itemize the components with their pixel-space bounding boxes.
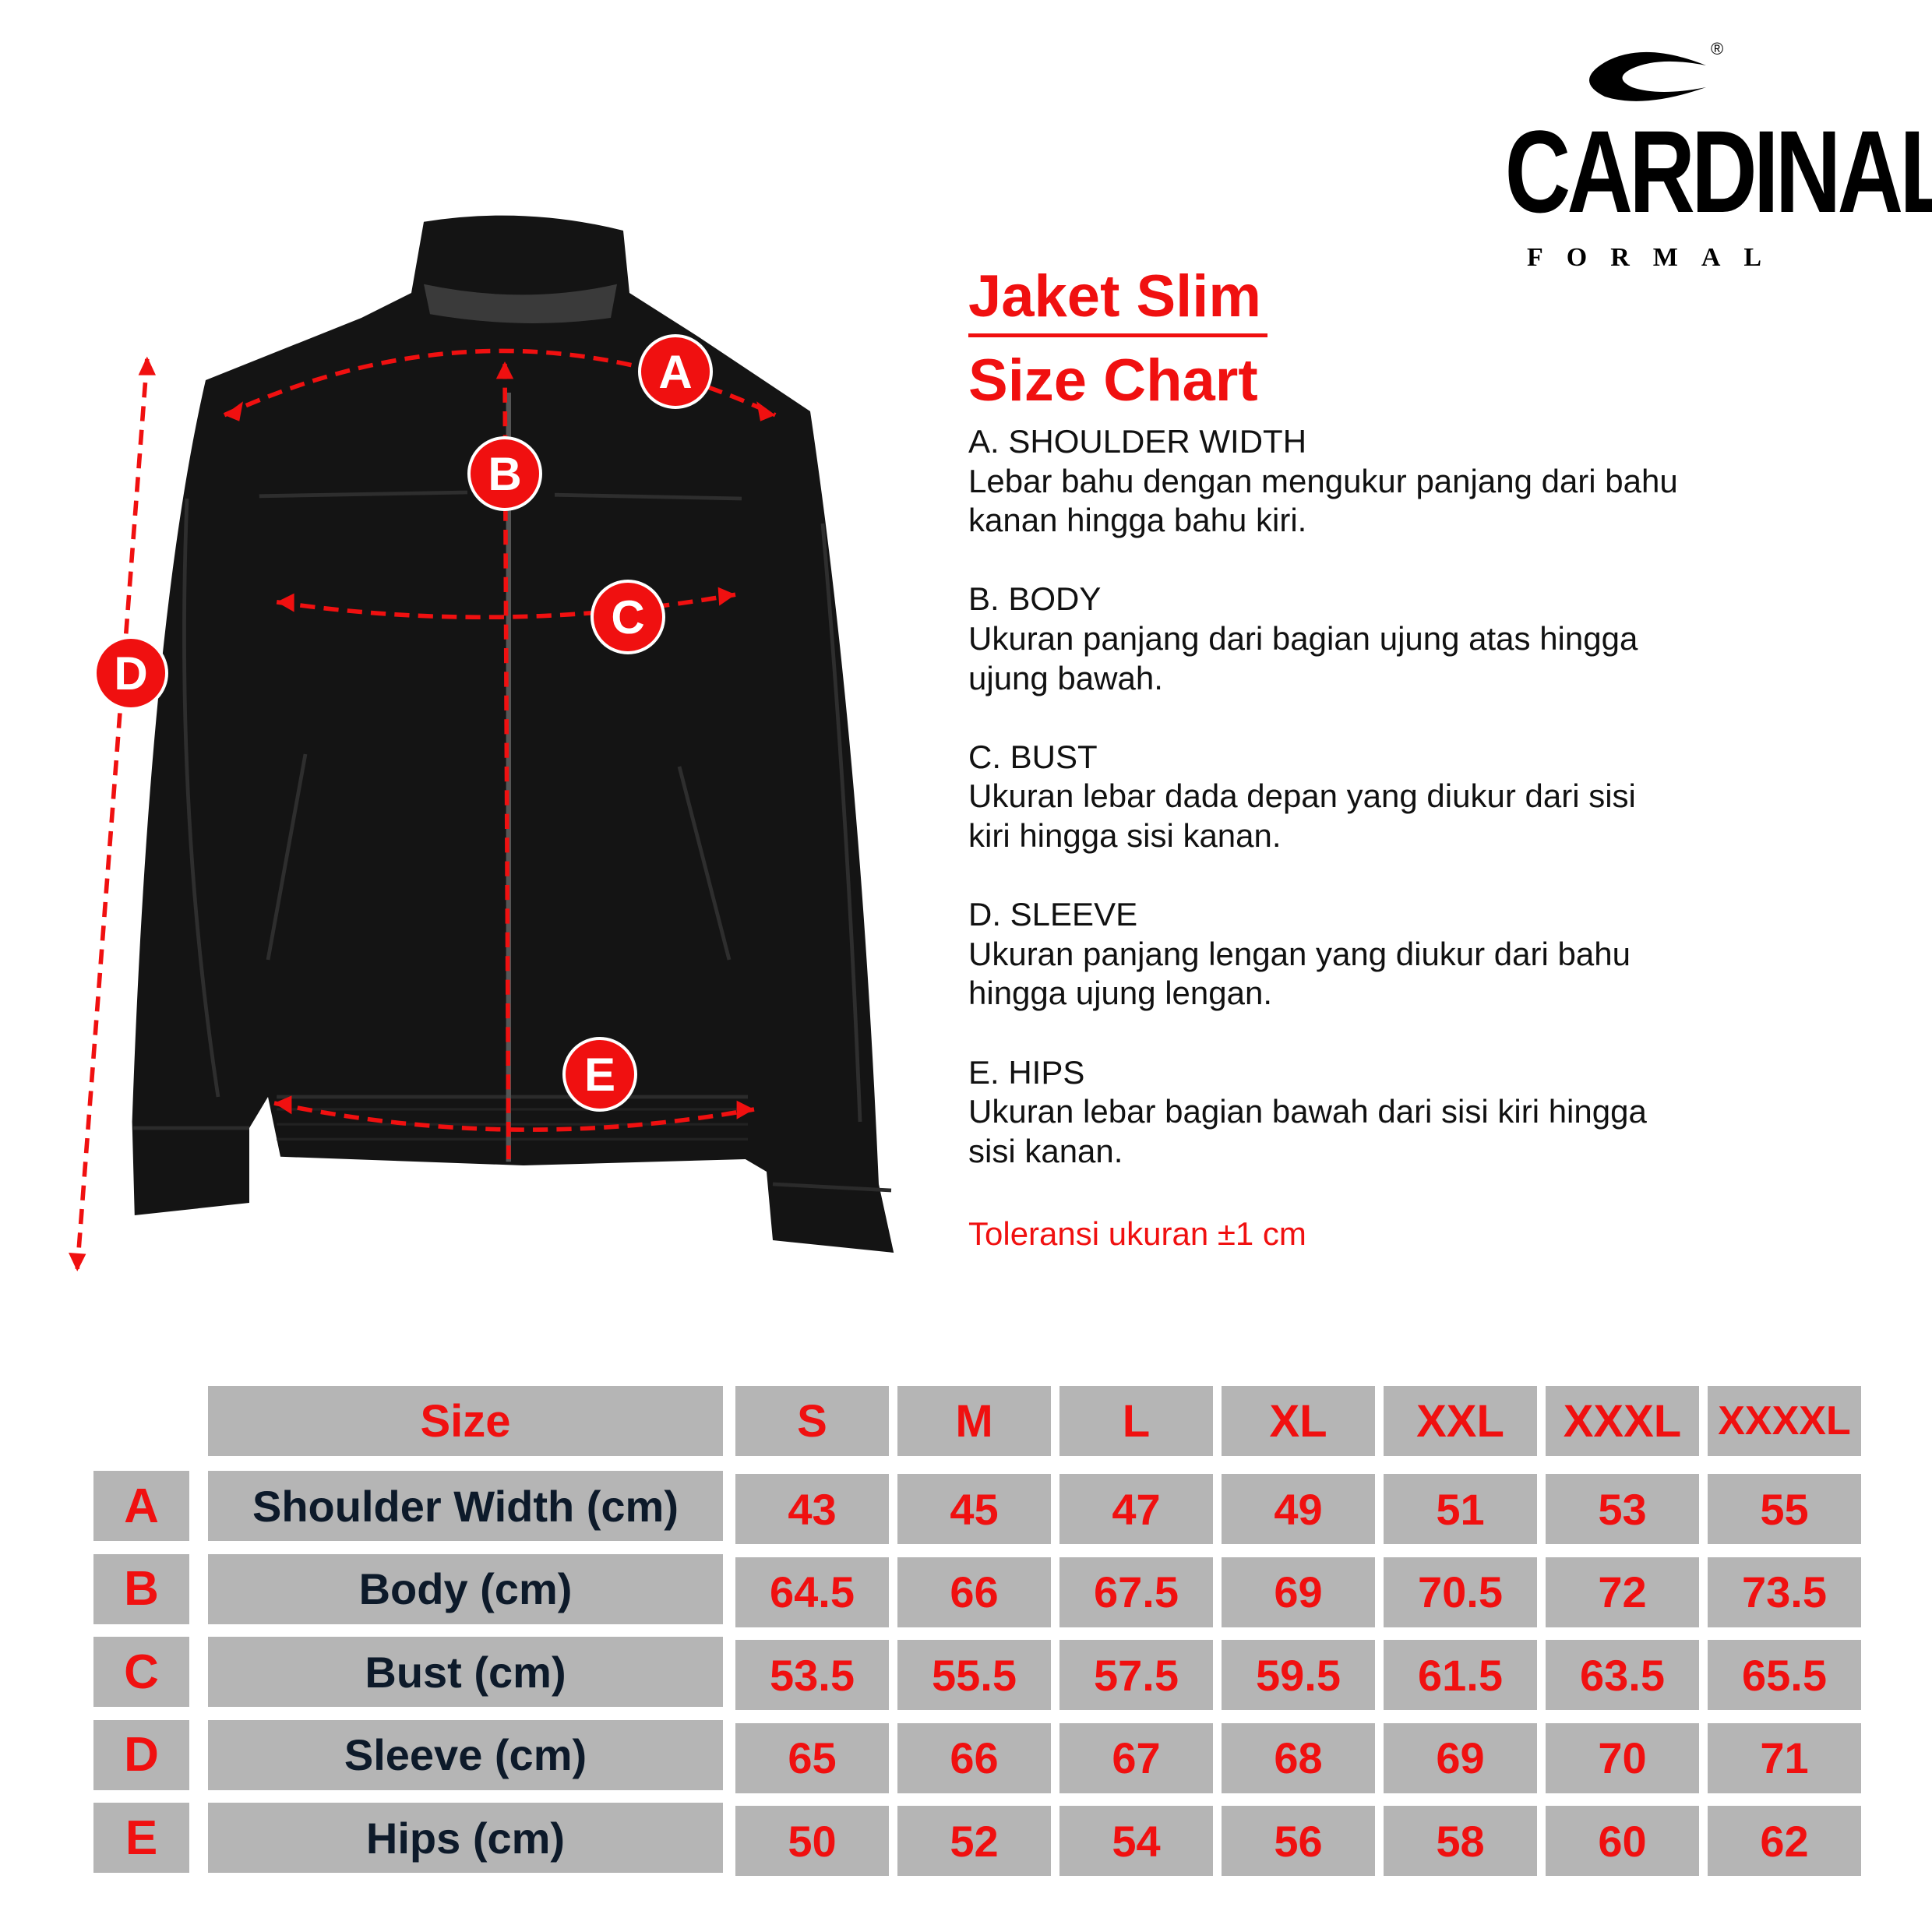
table-cell: 69	[1384, 1722, 1537, 1793]
sleeve-line	[75, 358, 150, 1270]
table-cell: 54	[1059, 1806, 1213, 1877]
table-cell: 63.5	[1546, 1640, 1699, 1711]
row-key: D	[93, 1719, 189, 1790]
description-heading: B. BODY	[968, 580, 1102, 618]
table-cell: 57.5	[1059, 1640, 1213, 1711]
marker-d: D	[93, 636, 168, 710]
marker-e: E	[562, 1037, 637, 1112]
description-text: ujung bawah.	[968, 659, 1163, 696]
table-cell: 69	[1222, 1557, 1375, 1627]
row-key: E	[93, 1803, 189, 1874]
description-heading: A. SHOULDER WIDTH	[968, 423, 1307, 460]
row-label: Hips (cm)	[208, 1803, 723, 1874]
description-text: Ukuran lebar dada depan yang diukur dari…	[968, 777, 1636, 815]
product-title: Jaket Slim	[968, 263, 1261, 330]
table-cell: 70	[1546, 1722, 1699, 1793]
description-text: Ukuran lebar bagian bawah dari sisi kiri…	[968, 1093, 1647, 1130]
table-cell: 43	[735, 1474, 889, 1544]
table-cell: 71	[1708, 1722, 1861, 1793]
table-cell: 49	[1222, 1474, 1375, 1544]
column-header: XXXL	[1546, 1386, 1699, 1456]
row-label: Bust (cm)	[208, 1637, 723, 1708]
column-header: XXXXL	[1708, 1386, 1861, 1456]
jacket-body	[132, 215, 894, 1253]
description-block: B. BODY Ukuran panjang dari bagian ujung …	[968, 580, 1747, 698]
column-header: M	[897, 1386, 1051, 1456]
table-cell: 59.5	[1222, 1640, 1375, 1711]
description-text: hingga ujung lengan.	[968, 975, 1273, 1012]
table-cell: 53	[1546, 1474, 1699, 1544]
marker-a: A	[638, 334, 713, 409]
table-cell: 67.5	[1059, 1557, 1213, 1627]
table-cell: 60	[1546, 1806, 1699, 1877]
table-cell: 58	[1384, 1806, 1537, 1877]
table-cell: 47	[1059, 1474, 1213, 1544]
row-key: C	[93, 1637, 189, 1708]
marker-c: C	[591, 580, 665, 654]
brand-logo-text: CARDINAL	[1504, 106, 1932, 237]
cardinal-logo-mark: ®	[1589, 39, 1723, 101]
column-header: L	[1059, 1386, 1213, 1456]
description-text: Lebar bahu dengan mengukur panjang dari …	[968, 462, 1678, 499]
measurement-descriptions: A. SHOULDER WIDTH Lebar bahu dengan mengu…	[968, 422, 1747, 1211]
table-cell: 52	[897, 1806, 1051, 1877]
hips-line	[273, 1101, 755, 1132]
description-text: Ukuran panjang dari bagian ujung atas hi…	[968, 619, 1638, 657]
row-label: Sleeve (cm)	[208, 1719, 723, 1790]
row-label: Body (cm)	[208, 1553, 723, 1624]
row-label: Shoulder Width (cm)	[208, 1471, 723, 1541]
header-size: Size	[208, 1386, 723, 1456]
size-chart-subtitle: Size Chart	[968, 347, 1258, 414]
description-block: D. SLEEVE Ukuran panjang lengan yang diuk…	[968, 895, 1747, 1014]
description-heading: E. HIPS	[968, 1053, 1085, 1091]
table-cell: 51	[1384, 1474, 1537, 1544]
table-cell: 53.5	[735, 1640, 889, 1711]
description-block: A. SHOULDER WIDTH Lebar bahu dengan mengu…	[968, 422, 1747, 541]
table-cell: 73.5	[1708, 1557, 1861, 1627]
table-cell: 65.5	[1708, 1640, 1861, 1711]
brand-logo-subtext: FORMAL	[1527, 243, 1786, 272]
table-cell: 72	[1546, 1557, 1699, 1627]
table-cell: 66	[897, 1557, 1051, 1627]
registered-mark: ®	[1711, 39, 1723, 58]
row-key: B	[93, 1553, 189, 1624]
marker-b: B	[467, 436, 542, 511]
table-cell: 70.5	[1384, 1557, 1537, 1627]
table-cell: 55	[1708, 1474, 1861, 1544]
description-text: kiri hingga sisi kanan.	[968, 816, 1282, 854]
description-text: Ukuran panjang lengan yang diukur dari b…	[968, 935, 1631, 972]
table-cell: 64.5	[735, 1557, 889, 1627]
table-cell: 68	[1222, 1722, 1375, 1793]
table-cell: 45	[897, 1474, 1051, 1544]
column-header: XXL	[1384, 1386, 1537, 1456]
description-heading: D. SLEEVE	[968, 896, 1138, 933]
table-cell: 56	[1222, 1806, 1375, 1877]
table-cell: 61.5	[1384, 1640, 1537, 1711]
description-block: E. HIPS Ukuran lebar bagian bawah dari si…	[968, 1053, 1747, 1172]
table-cell: 67	[1059, 1722, 1213, 1793]
description-text: sisi kanan.	[968, 1132, 1123, 1169]
column-header: XL	[1222, 1386, 1375, 1456]
table-cell: 65	[735, 1722, 889, 1793]
row-key: A	[93, 1471, 189, 1541]
table-cell: 62	[1708, 1806, 1861, 1877]
column-header: S	[735, 1386, 889, 1456]
table-cell: 55.5	[897, 1640, 1051, 1711]
table-cell: 66	[897, 1722, 1051, 1793]
table-cell: 50	[735, 1806, 889, 1877]
collar-mesh	[424, 284, 617, 323]
description-heading: C. BUST	[968, 738, 1098, 775]
description-text: kanan hingga bahu kiri.	[968, 502, 1307, 539]
title-divider	[968, 333, 1267, 337]
tolerance-note: Toleransi ukuran ±1 cm	[968, 1215, 1306, 1252]
description-block: C. BUST Ukuran lebar dada depan yang diuk…	[968, 738, 1747, 856]
